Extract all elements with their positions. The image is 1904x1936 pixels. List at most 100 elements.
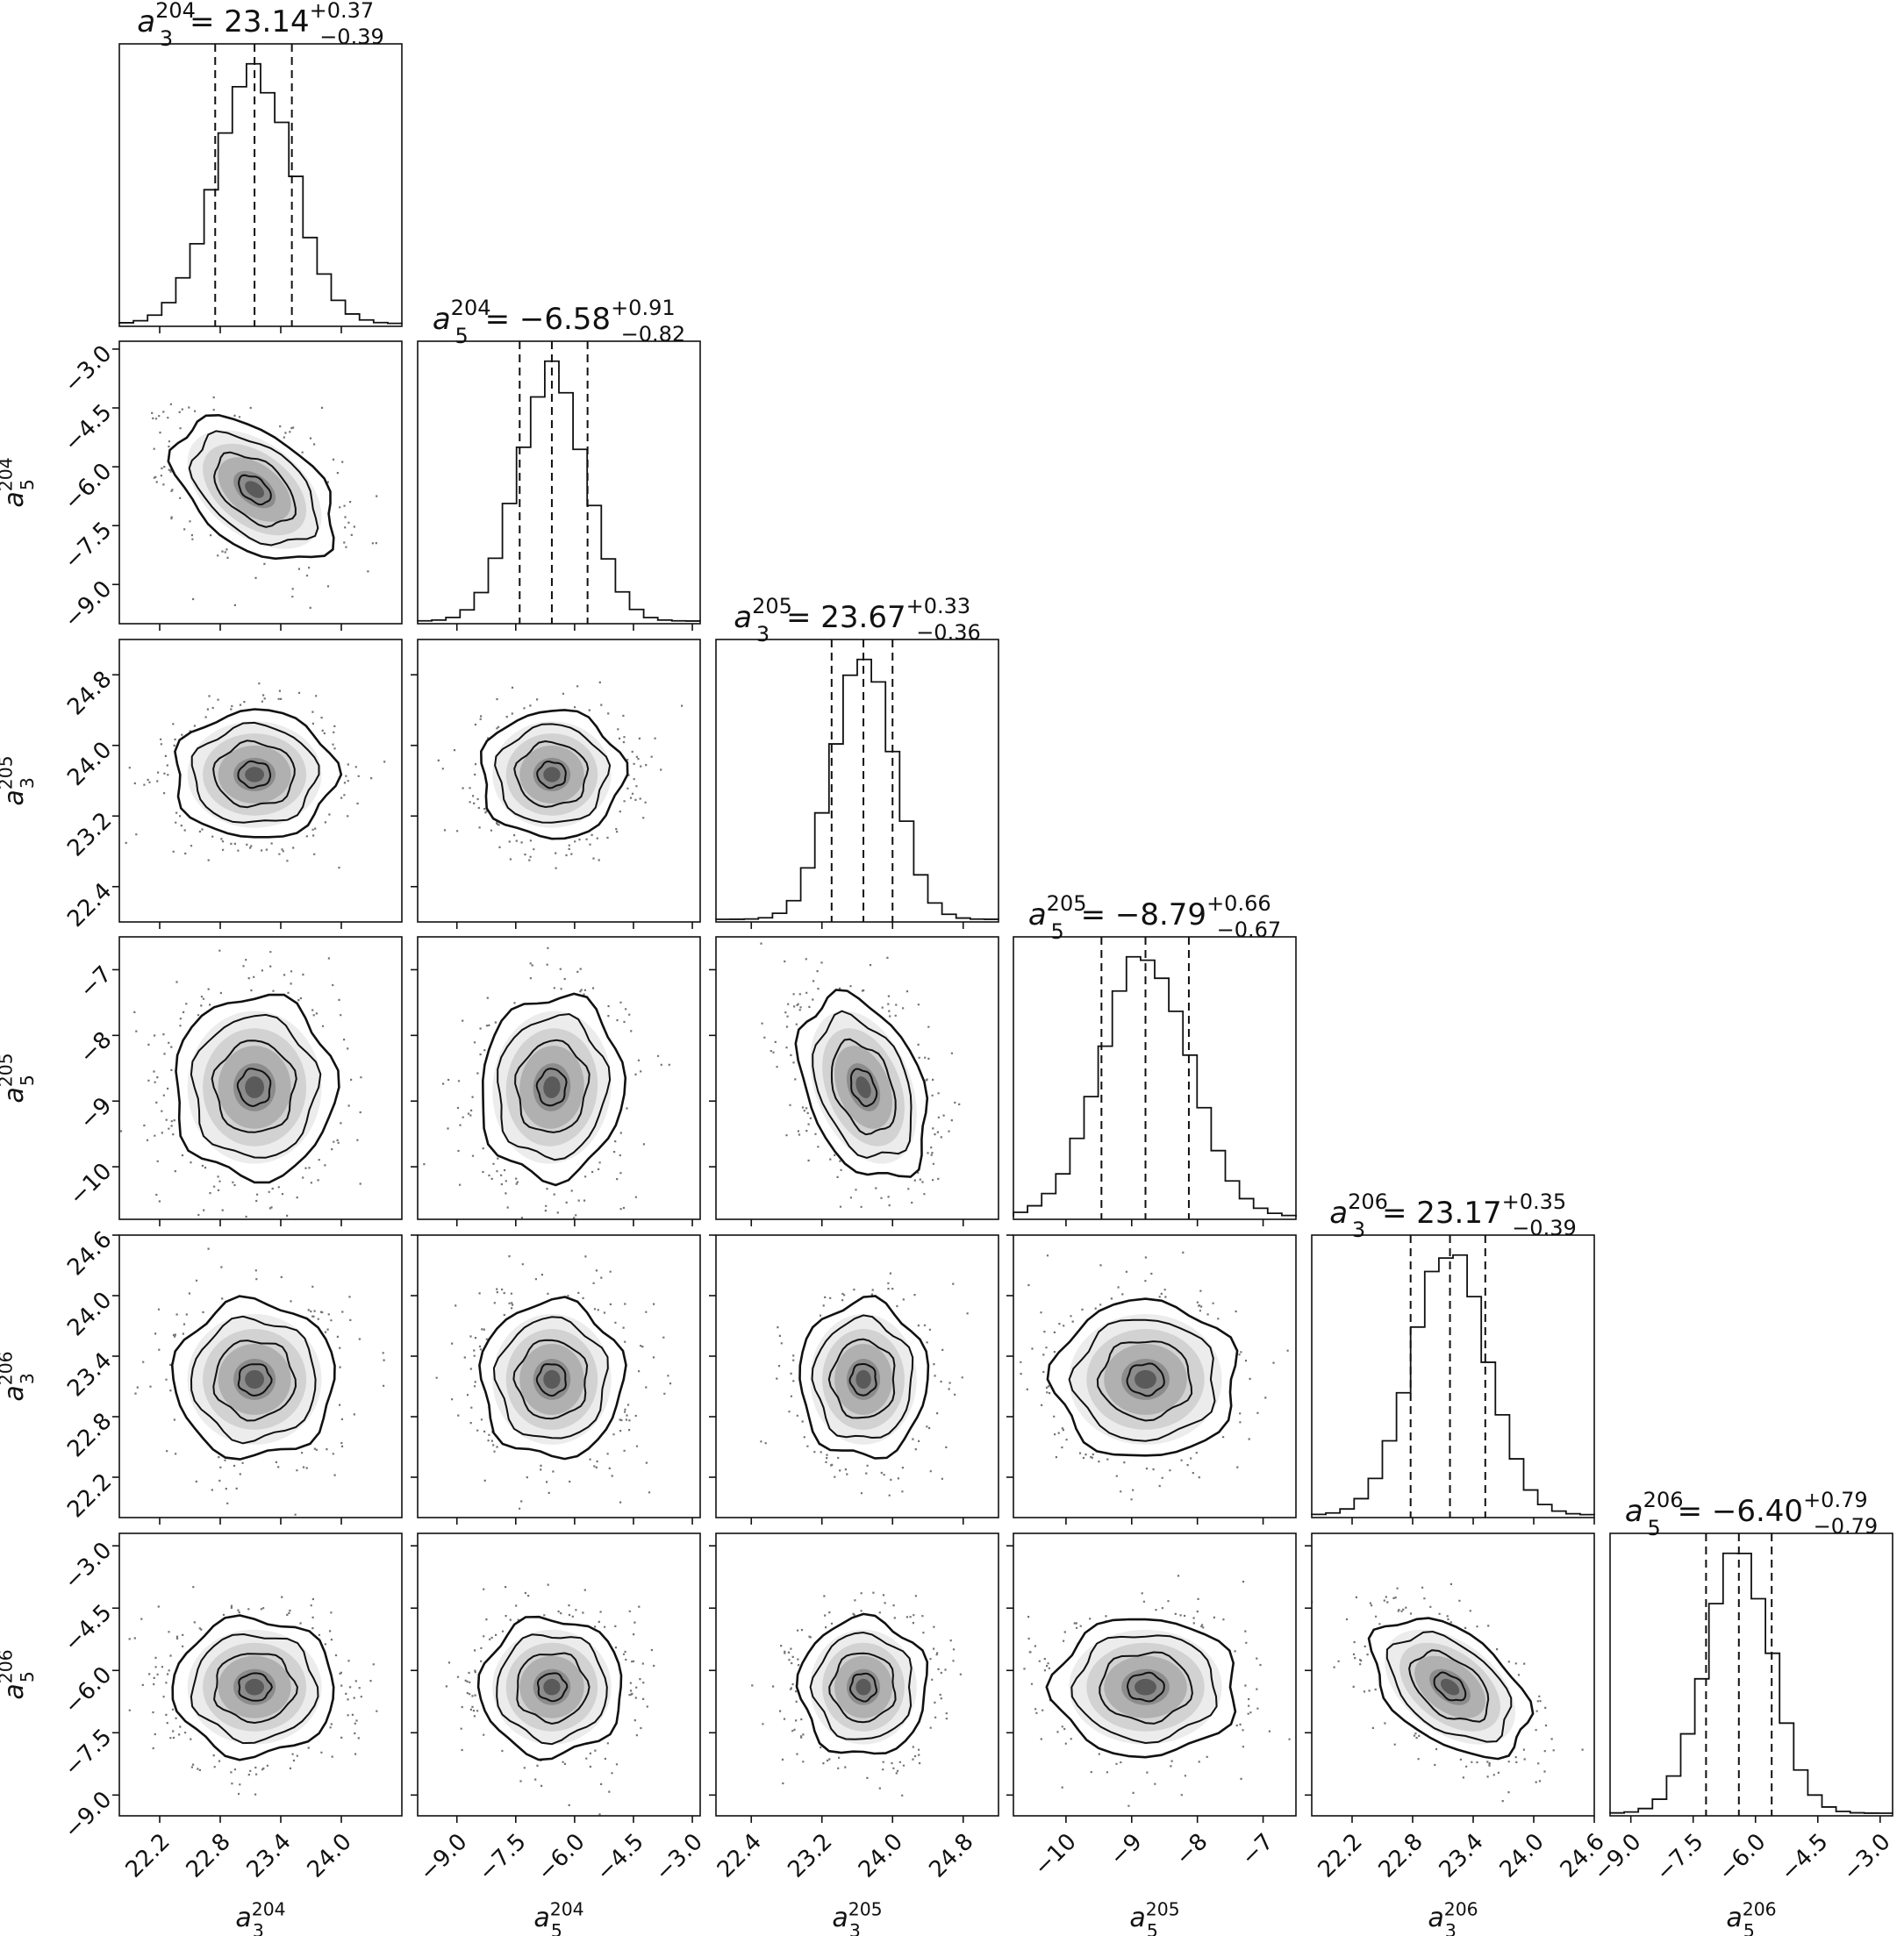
x-tick-label: −3.0 — [1838, 1829, 1896, 1887]
contour-line-3 — [238, 474, 272, 506]
ticks-5-3 — [1006, 1545, 1264, 1823]
histogram-panel-1: a204 5 = −6.58+0.91 −0.82 — [417, 296, 701, 625]
density-panel-5-3 — [1013, 1532, 1297, 1817]
x-axis-label-3: a205 5 — [1129, 1898, 1179, 1936]
density-panel-3-2 — [715, 936, 999, 1220]
histogram-panel-5: a206 5 = −6.40+0.79 −0.79 — [1609, 1488, 1893, 1817]
density-frame — [1013, 1234, 1297, 1518]
contour-line-1 — [497, 1012, 612, 1161]
density-fill-5 — [855, 1678, 871, 1696]
histogram-steps — [118, 62, 403, 325]
y-tick-label: −7.5 — [60, 517, 118, 575]
density-fill-5 — [245, 1678, 265, 1696]
contour-line-2 — [513, 739, 590, 809]
x-tick-label: 23.2 — [783, 1829, 837, 1883]
panel-title-3: a205 5 = −8.79+0.66 −0.67 — [1028, 891, 1281, 944]
contour-line-0 — [795, 1612, 929, 1755]
contour-line-2 — [828, 1652, 897, 1724]
density-frame — [118, 340, 403, 625]
density-panel-4-0 — [118, 1234, 403, 1518]
y-tick-label: 24.0 — [62, 1287, 117, 1341]
y-tick-label: −8 — [75, 1026, 117, 1068]
contour-line-1 — [1070, 1634, 1218, 1745]
density-fill-5 — [855, 1076, 871, 1098]
density-frame — [715, 1234, 999, 1518]
density-frame — [715, 936, 999, 1220]
contour-line-2 — [516, 1652, 591, 1725]
contour-line-1 — [190, 1315, 317, 1445]
x-tick-label: −6.0 — [1714, 1829, 1772, 1887]
density-frame — [1311, 1532, 1595, 1817]
x-tick-label: 23.4 — [242, 1829, 297, 1883]
contour-line-3 — [236, 1068, 272, 1107]
histogram-frame — [118, 43, 403, 327]
y-tick-label: −6.0 — [60, 458, 118, 516]
ticks-4-1 — [411, 1234, 693, 1525]
x-axis-3: −10 −9 −8 −7 a205 5 — [1029, 1829, 1279, 1936]
density-fill-5 — [245, 1369, 265, 1389]
x-axis-label-0: a204 3 — [235, 1898, 285, 1936]
y-axis-1: −9.0−7.5−6.0−4.5−3.0 a2045 — [0, 340, 117, 633]
density-fill-5 — [543, 1678, 561, 1696]
x-tick-label: 24.0 — [854, 1829, 908, 1883]
contour-line-2 — [827, 1338, 896, 1419]
density-fill-5 — [1135, 1369, 1156, 1389]
density-fill-5 — [245, 767, 265, 782]
y-tick-label: −6.0 — [60, 1661, 118, 1719]
contour-line-2 — [512, 1339, 589, 1420]
contour-line-0 — [1045, 1618, 1237, 1759]
density-panel-4-3 — [1013, 1234, 1297, 1518]
contour-line-0 — [1046, 1297, 1239, 1457]
density-frame — [715, 1532, 999, 1817]
histogram-steps — [1311, 1254, 1595, 1516]
ticks-2-2 — [750, 922, 964, 929]
contour-line-3 — [237, 1363, 273, 1397]
x-axis-0: 22.2 22.8 23.4 24.0 a204 3 — [121, 1829, 357, 1936]
ticks-2-0 — [112, 674, 342, 929]
contour-line-3 — [535, 1362, 567, 1397]
ticks-5-4 — [1305, 1545, 1595, 1823]
ticks-2-1 — [411, 674, 693, 929]
ticks-3-0 — [112, 968, 342, 1226]
density-fill-5 — [1135, 1678, 1156, 1696]
histogram-frame — [715, 639, 999, 923]
density-frame — [118, 1532, 403, 1817]
contour-line-0 — [476, 1615, 623, 1761]
contour-line-2 — [212, 739, 296, 809]
y-tick-label: −3.0 — [60, 1537, 118, 1595]
x-tick-label: 24.0 — [303, 1829, 357, 1883]
y-tick-label: 23.2 — [62, 807, 117, 861]
y-axis-4: 22.2 22.8 23.4 24.0 24.6 a2063 — [0, 1226, 117, 1523]
histogram-panel-0: a204 3 = 23.14+0.37 −0.39 — [118, 0, 403, 327]
y-tick-label: −7 — [75, 961, 117, 1004]
y-axis-label-3: a2055 — [0, 1053, 38, 1103]
contour-line-0 — [1367, 1617, 1535, 1761]
x-tick-label: 23.4 — [1435, 1829, 1489, 1883]
contour-line-1 — [494, 723, 612, 824]
contour-line-2 — [211, 1039, 297, 1133]
y-tick-label: −9.0 — [60, 1786, 118, 1844]
x-axis-label-1: a204 5 — [533, 1898, 583, 1936]
y-tick-label: −10 — [64, 1158, 117, 1211]
contour-line-1 — [1068, 1318, 1216, 1442]
histogram-panel-4: a206 3 = 23.17+0.35 −0.39 — [1311, 1189, 1595, 1518]
density-panel-4-1 — [417, 1234, 701, 1518]
contour-line-0 — [481, 992, 627, 1187]
panel-title-5: a206 5 = −6.40+0.79 −0.79 — [1625, 1488, 1878, 1540]
x-axis-label-4: a206 3 — [1428, 1898, 1478, 1936]
x-axis-1: −9.0 −7.5 −6.0 −4.5 −3.0 a204 5 — [415, 1829, 708, 1936]
contour-line-3 — [238, 1672, 273, 1702]
contour-line-2 — [1096, 1340, 1193, 1422]
contour-line-2 — [213, 1653, 298, 1725]
contour-line-2 — [830, 1038, 897, 1136]
histogram-panel-2: a205 3 = 23.67+0.33 −0.36 — [715, 594, 999, 923]
density-fill-5 — [543, 767, 561, 782]
density-frame — [417, 1234, 701, 1518]
contour-line-3 — [1126, 1362, 1165, 1397]
x-axis-label-5: a206 5 — [1726, 1898, 1776, 1936]
x-tick-label: −4.5 — [1776, 1829, 1834, 1887]
y-axis-label-4: a2063 — [0, 1351, 38, 1401]
density-panel-2-1 — [417, 639, 701, 923]
contour-line-2 — [514, 1039, 591, 1133]
histogram-frame — [1609, 1532, 1893, 1817]
